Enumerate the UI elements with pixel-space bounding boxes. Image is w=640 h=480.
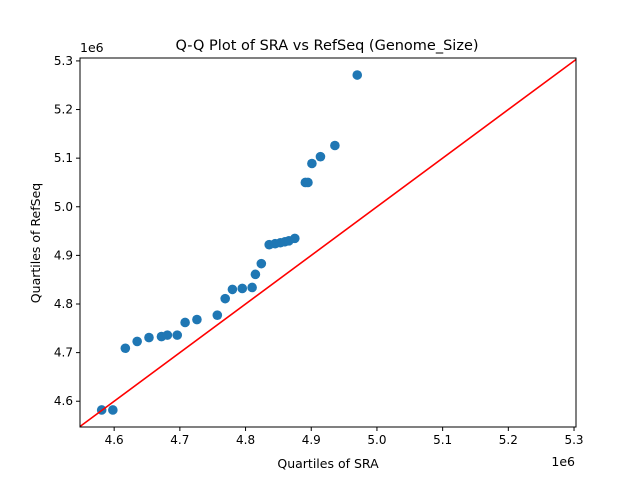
x-tick-label: 4.9 bbox=[302, 433, 321, 447]
x-axis-label: Quartiles of SRA bbox=[277, 456, 379, 471]
data-point bbox=[132, 336, 142, 347]
data-point bbox=[352, 70, 363, 80]
data-point bbox=[237, 283, 248, 294]
data-point bbox=[247, 282, 257, 293]
x-tick-label: 4.8 bbox=[236, 433, 255, 447]
data-point bbox=[227, 284, 238, 295]
data-point bbox=[303, 177, 313, 188]
data-point bbox=[290, 233, 300, 244]
y-tick-label: 5.1 bbox=[54, 151, 73, 165]
data-point bbox=[180, 317, 190, 328]
x-tick-label: 5.3 bbox=[564, 433, 583, 447]
data-point bbox=[212, 310, 223, 320]
x-tick-label: 5.1 bbox=[433, 433, 452, 447]
reference-line bbox=[79, 58, 577, 428]
data-point bbox=[256, 258, 267, 269]
y-tick-label: 5.2 bbox=[54, 103, 73, 117]
data-point bbox=[192, 314, 202, 325]
y-axis-label: Quartiles of RefSeq bbox=[28, 183, 43, 303]
data-point bbox=[162, 330, 173, 340]
plot-frame bbox=[79, 57, 577, 428]
chart-title: Q-Q Plot of SRA vs RefSeq (Genome_Size) bbox=[175, 38, 478, 54]
x-tick-label: 4.7 bbox=[170, 433, 189, 447]
y-tick-label: 4.7 bbox=[54, 346, 73, 360]
x-tick-label: 4.6 bbox=[105, 433, 124, 447]
data-point bbox=[108, 405, 118, 415]
y-tick-label: 4.9 bbox=[54, 248, 73, 262]
data-point bbox=[144, 332, 154, 343]
y-offset-label: 1e6 bbox=[80, 40, 104, 55]
data-point bbox=[120, 343, 131, 354]
data-point bbox=[315, 151, 326, 162]
data-point bbox=[330, 140, 340, 151]
data-point bbox=[307, 158, 317, 169]
y-tick-label: 5.0 bbox=[54, 200, 73, 214]
data-point bbox=[250, 269, 261, 280]
data-point bbox=[220, 293, 230, 304]
y-tick-label: 5.3 bbox=[54, 54, 73, 68]
x-offset-label: 1e6 bbox=[551, 454, 575, 469]
y-tick-label: 4.8 bbox=[54, 297, 73, 311]
x-tick-label: 5.0 bbox=[367, 433, 386, 447]
x-tick-label: 5.2 bbox=[499, 433, 518, 447]
y-tick-label: 4.6 bbox=[54, 394, 73, 408]
data-point bbox=[172, 330, 183, 340]
